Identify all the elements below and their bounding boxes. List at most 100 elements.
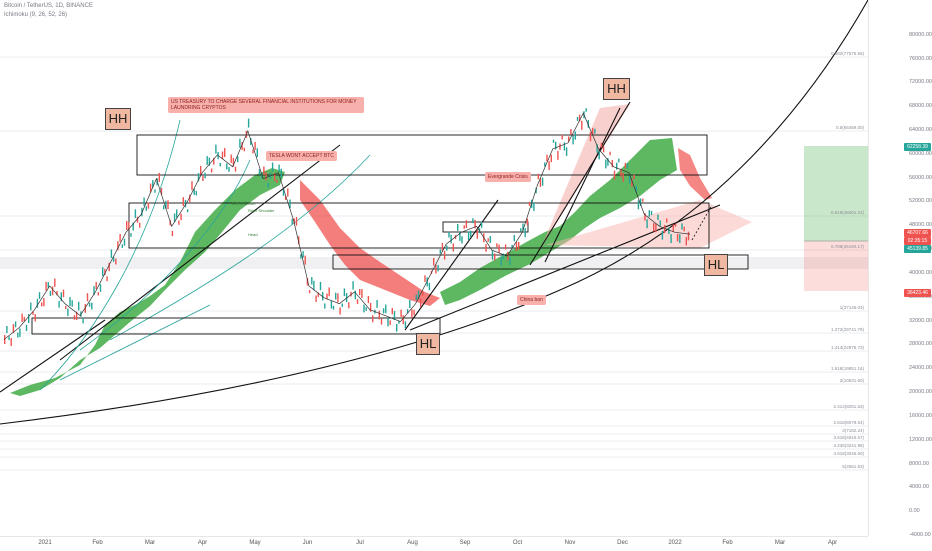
candle [158, 172, 160, 182]
candle [265, 171, 267, 181]
candle [261, 173, 263, 179]
candle [502, 253, 505, 260]
candle [322, 291, 324, 301]
candle [596, 144, 598, 153]
candle [367, 296, 370, 304]
candle [69, 297, 71, 307]
candle [474, 219, 476, 229]
fib-level-label: 2(10631.60) [839, 378, 864, 383]
candle [295, 217, 298, 226]
candle [598, 150, 600, 160]
fib-level-label: 1.414(22976.73) [830, 345, 864, 350]
ichimoku-red-cloud-2 [678, 148, 712, 200]
price-scale[interactable]: 80000.00 76000.00 72000.00 68000.00 64000.00… [868, 0, 932, 538]
candle [178, 220, 180, 225]
candle [293, 218, 295, 224]
candle [618, 158, 620, 163]
candle [43, 298, 45, 307]
candle [576, 117, 579, 121]
candle [267, 183, 269, 188]
y-tick-label: 56000.00 [909, 174, 932, 181]
price-tag: 36423.46 [904, 289, 931, 297]
candle [154, 189, 156, 193]
candle [581, 120, 583, 130]
ichimoku-green-cloud-1 [10, 168, 285, 396]
candle [10, 338, 12, 346]
candle [112, 256, 115, 262]
candle [28, 314, 30, 323]
candle [206, 156, 208, 165]
candle [219, 163, 221, 167]
candle [149, 183, 152, 193]
candle [620, 168, 622, 177]
candle [380, 318, 383, 325]
candle [681, 223, 683, 230]
fib-level-label: 5(2561.53) [842, 464, 864, 469]
hh-label-left: HH [105, 108, 131, 130]
candle [635, 185, 637, 192]
x-tick-label: May [249, 540, 261, 546]
candle [467, 231, 470, 241]
candle [409, 299, 411, 308]
target-zone [804, 146, 868, 241]
candle [365, 307, 367, 311]
candle [363, 304, 365, 313]
time-scale[interactable]: 2021 Feb Mar Apr May Jun Jul Aug Sep Oct Nov Dec 202… [0, 536, 868, 551]
candle [339, 307, 341, 315]
head-note: Head [248, 232, 258, 237]
candle [30, 302, 32, 311]
candle [507, 251, 509, 261]
price-tag: 02:35:15 [904, 237, 931, 245]
candle [234, 166, 237, 172]
right-shoulder-note: Right Shoulder [248, 208, 275, 213]
candle [304, 255, 306, 265]
candle [413, 309, 415, 316]
candle [186, 209, 189, 213]
candle [189, 194, 191, 203]
candle [589, 132, 592, 142]
candle [226, 163, 228, 170]
candle [406, 309, 409, 314]
candle [345, 293, 348, 302]
candle [256, 148, 258, 158]
candle [139, 222, 141, 228]
y-tick-label: 68000.00 [909, 103, 932, 110]
candle [145, 206, 147, 211]
candle [130, 233, 132, 237]
price-series [4, 108, 690, 346]
candle [685, 237, 687, 246]
candle [450, 234, 452, 244]
candle [480, 221, 483, 228]
candle [613, 170, 616, 180]
candle [653, 223, 655, 232]
candle [631, 178, 633, 187]
candle [354, 290, 356, 300]
candle [602, 146, 605, 153]
candle [221, 151, 224, 160]
y-tick-label: 52000.00 [909, 198, 932, 205]
candle [102, 267, 104, 277]
candle [629, 175, 631, 184]
candle [49, 290, 52, 297]
candle [243, 147, 245, 152]
candle [404, 321, 407, 328]
candle [274, 173, 276, 181]
candle [426, 277, 428, 287]
candle [110, 249, 113, 258]
candle [343, 288, 346, 297]
ichimoku-red-cloud-1 [300, 180, 440, 306]
fib-level-label: 1(37146.03) [839, 305, 864, 310]
candle [271, 162, 274, 172]
candle [143, 197, 145, 206]
candle [526, 218, 529, 226]
candle [36, 298, 39, 308]
candle [437, 265, 439, 272]
hl-label-bottom: HL [416, 333, 440, 355]
candle [541, 177, 544, 186]
y-tick-label: 40000.00 [909, 269, 932, 276]
candle [200, 165, 202, 175]
candle [389, 320, 391, 325]
candle [335, 292, 337, 300]
